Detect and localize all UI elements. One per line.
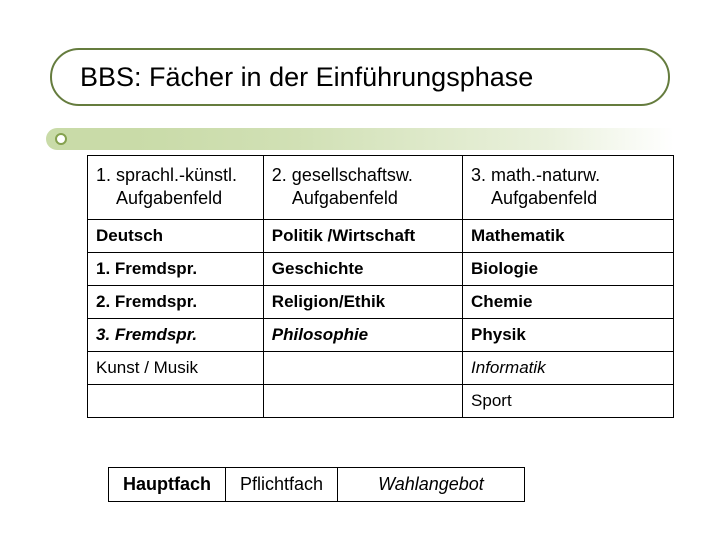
cell: Geschichte [263, 253, 462, 286]
cell: Informatik [463, 352, 674, 385]
legend-wahlangebot: Wahlangebot [338, 468, 525, 502]
table-header-row: 1. sprachl.-künstl. Aufgabenfeld 2. gese… [88, 156, 674, 220]
legend-pflichtfach: Pflichtfach [226, 468, 338, 502]
cell: Mathematik [463, 220, 674, 253]
cell: 1. Fremdspr. [88, 253, 264, 286]
cell [263, 352, 462, 385]
table-row: Sport [88, 385, 674, 418]
col2-line1: 2. gesellschaftsw. [272, 165, 413, 185]
bullet-dot-icon [55, 133, 67, 145]
accent-bar [46, 128, 674, 150]
table-row: 2. Fremdspr. Religion/Ethik Chemie [88, 286, 674, 319]
column-header-3: 3. math.-naturw. Aufgabenfeld [463, 156, 674, 220]
table-row: Kunst / Musik Informatik [88, 352, 674, 385]
col3-line2: Aufgabenfeld [491, 188, 597, 208]
table-row: Deutsch Politik /Wirtschaft Mathematik [88, 220, 674, 253]
cell: Religion/Ethik [263, 286, 462, 319]
legend-row: Hauptfach Pflichtfach Wahlangebot [109, 468, 525, 502]
page-title: BBS: Fächer in der Einführungsphase [80, 62, 533, 93]
cell: 3. Fremdspr. [88, 319, 264, 352]
column-header-1: 1. sprachl.-künstl. Aufgabenfeld [88, 156, 264, 220]
cell: Sport [463, 385, 674, 418]
col3-line1: 3. math.-naturw. [471, 165, 600, 185]
cell: Chemie [463, 286, 674, 319]
column-header-2: 2. gesellschaftsw. Aufgabenfeld [263, 156, 462, 220]
cell: Physik [463, 319, 674, 352]
table-row: 3. Fremdspr. Philosophie Physik [88, 319, 674, 352]
cell [263, 385, 462, 418]
cell: Kunst / Musik [88, 352, 264, 385]
cell: Biologie [463, 253, 674, 286]
cell: Politik /Wirtschaft [263, 220, 462, 253]
subjects-table: 1. sprachl.-künstl. Aufgabenfeld 2. gese… [87, 155, 674, 418]
table-row: 1. Fremdspr. Geschichte Biologie [88, 253, 674, 286]
col1-line2: Aufgabenfeld [116, 188, 222, 208]
col2-line2: Aufgabenfeld [292, 188, 398, 208]
legend-table: Hauptfach Pflichtfach Wahlangebot [108, 467, 525, 502]
cell: Philosophie [263, 319, 462, 352]
cell [88, 385, 264, 418]
title-pill: BBS: Fächer in der Einführungsphase [50, 48, 670, 106]
cell: 2. Fremdspr. [88, 286, 264, 319]
legend-hauptfach: Hauptfach [109, 468, 226, 502]
cell: Deutsch [88, 220, 264, 253]
col1-line1: 1. sprachl.-künstl. [96, 165, 237, 185]
